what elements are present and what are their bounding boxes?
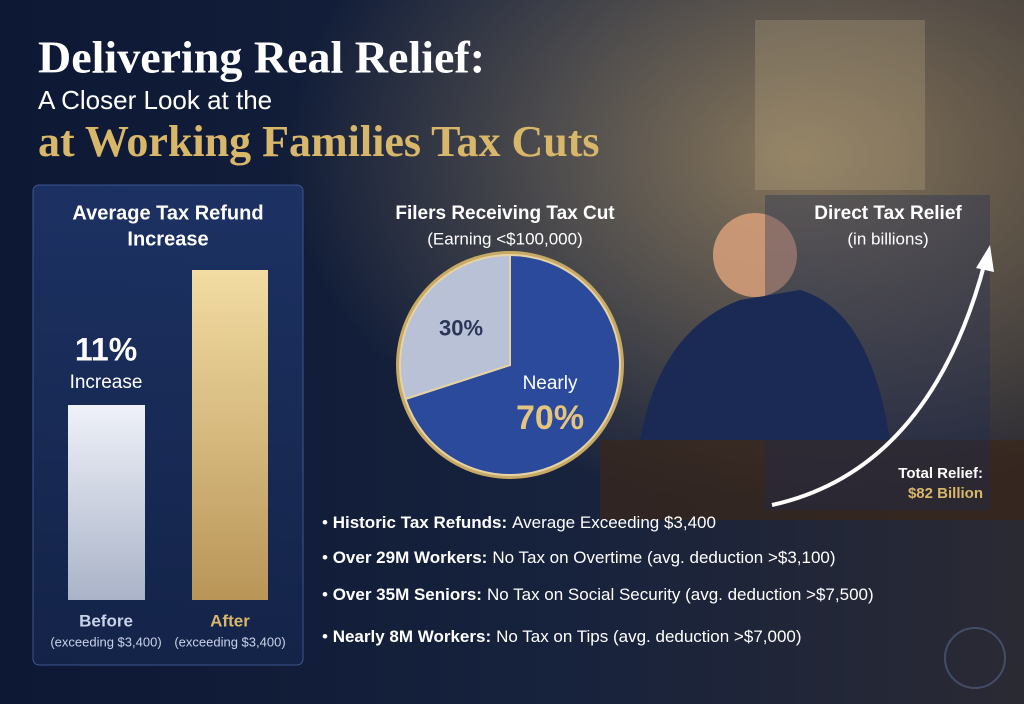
bar-note: (exceeding $3,400) [50, 634, 161, 649]
arrow-head [976, 245, 994, 272]
relief-title: Direct Tax Relief [814, 203, 962, 224]
seal [944, 627, 1006, 689]
bullet-dot: • [322, 627, 333, 646]
pie-title: Filers Receiving Tax Cut [395, 203, 615, 224]
pie-annotation: Nearly [523, 373, 578, 394]
total-label: Total Relief: [898, 465, 983, 482]
bar-label: After [210, 611, 250, 630]
bullet-dot: • [322, 585, 333, 604]
bullet-item: • Over 29M Workers: No Tax on Overtime (a… [322, 548, 836, 567]
subtitle: A Closer Look at the [38, 85, 272, 115]
title: Delivering Real Relief: [38, 32, 485, 83]
bullet-text: No Tax on Tips (avg. deduction >$7,000) [496, 627, 801, 646]
bar-before [68, 405, 145, 600]
bullet-item: • Over 35M Seniors: No Tax on Social Secu… [322, 585, 874, 604]
pie-value-label: 70% [516, 399, 584, 437]
growth-arrow [771, 261, 987, 507]
total-value: $82 Billion [908, 485, 983, 502]
bullet-dot: • [322, 513, 333, 532]
bullet-item: • Nearly 8M Workers: No Tax on Tips (avg.… [322, 627, 802, 646]
bar-after [192, 270, 268, 600]
bullet-bold: Over 35M Seniors: [333, 585, 482, 604]
bullet-text: No Tax on Overtime (avg. deduction >$3,1… [492, 548, 835, 567]
pie-value-label: 30% [439, 315, 483, 340]
bullet-text: No Tax on Social Security (avg. deductio… [487, 585, 874, 604]
callout-value: 11% [75, 331, 137, 367]
panel-title: Average Tax Refund [72, 202, 263, 224]
callout-label: Increase [70, 372, 143, 393]
figure-silhouette [640, 290, 890, 440]
panel-title: Increase [127, 228, 208, 250]
bullet-bold: Over 29M Workers: [333, 548, 488, 567]
pie-slice [399, 253, 511, 401]
bullet-list: • Historic Tax Refunds: Average Exceeding… [322, 513, 874, 646]
window [755, 20, 925, 190]
relief-subtitle: (in billions) [847, 229, 928, 248]
bullet-bold: Historic Tax Refunds: [333, 513, 507, 532]
bullet-item: • Historic Tax Refunds: Average Exceeding… [322, 513, 716, 532]
bar-label: Before [79, 611, 133, 630]
desk [600, 440, 1024, 520]
bullet-dot: • [322, 548, 333, 567]
pie-subtitle: (Earning <$100,000) [427, 229, 582, 248]
bar-note: (exceeding $3,400) [174, 634, 285, 649]
pie-slice [404, 253, 621, 476]
bullet-bold: Nearly 8M Workers: [333, 627, 491, 646]
bullet-text: Average Exceeding $3,400 [512, 513, 716, 532]
pie-chart: 30% Nearly 70% [396, 251, 624, 479]
figure-head [713, 213, 797, 297]
headline: at Working Families Tax Cuts [38, 117, 600, 166]
